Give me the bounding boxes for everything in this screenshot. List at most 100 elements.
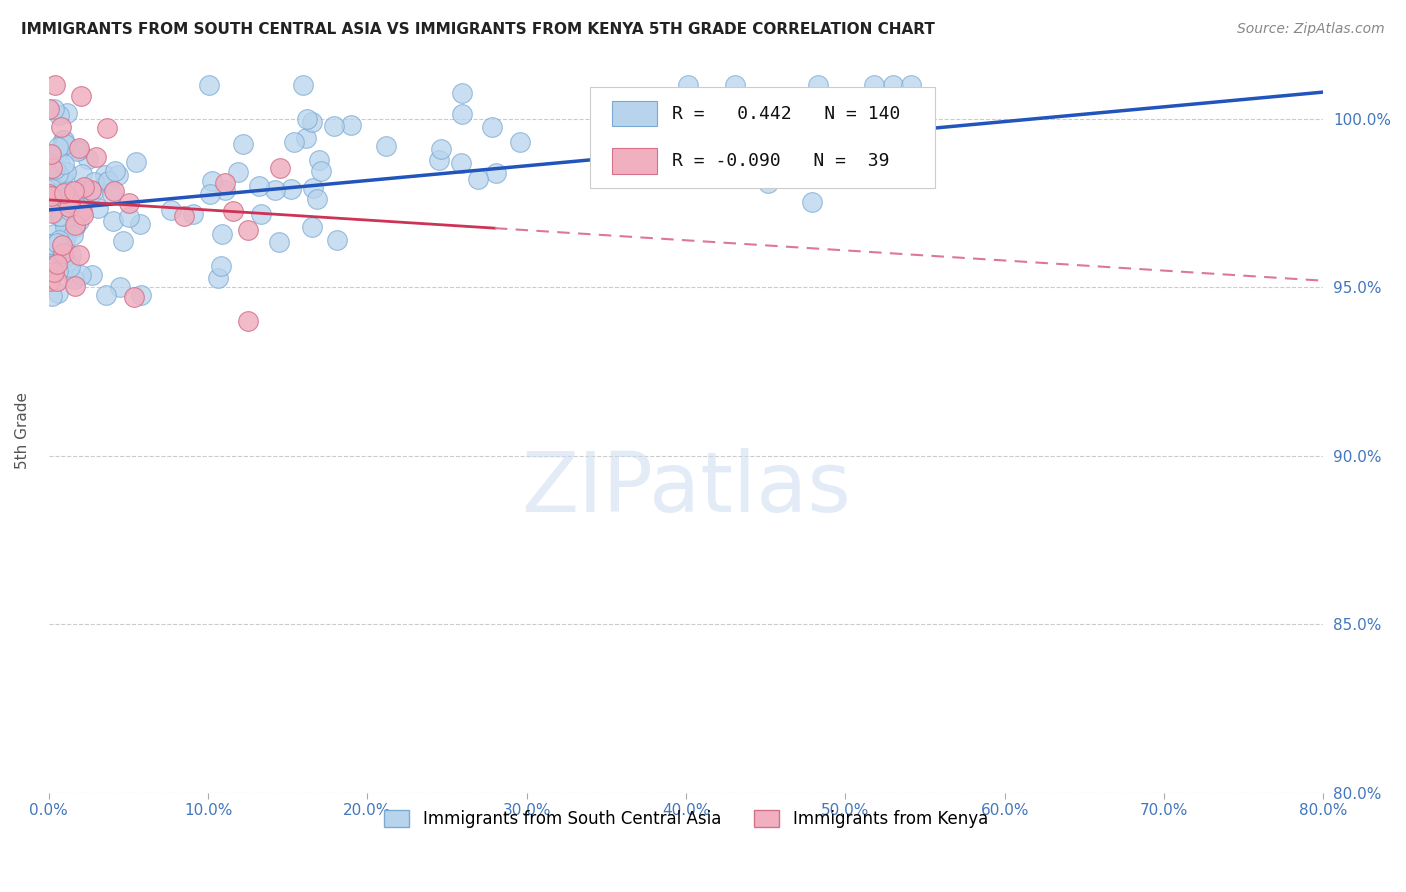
Point bbox=[51, 249, 73, 263]
Point bbox=[49, 170, 72, 185]
Point bbox=[45, 163, 67, 178]
Point bbox=[53, 136, 76, 151]
Point bbox=[214, 176, 236, 190]
Point bbox=[94, 168, 117, 182]
Point bbox=[375, 139, 398, 153]
Point bbox=[209, 260, 232, 274]
Point bbox=[41, 161, 63, 176]
Point bbox=[72, 179, 94, 194]
Point bbox=[46, 140, 69, 154]
Point bbox=[76, 152, 98, 166]
Point bbox=[793, 118, 815, 132]
Point bbox=[63, 219, 86, 233]
Point bbox=[41, 182, 63, 196]
Point bbox=[39, 237, 62, 252]
Point bbox=[53, 133, 76, 147]
Point bbox=[44, 161, 66, 176]
Point bbox=[52, 246, 75, 260]
Point bbox=[297, 112, 319, 127]
Point bbox=[41, 289, 63, 303]
Point bbox=[45, 274, 67, 288]
Point bbox=[55, 164, 77, 178]
Point bbox=[51, 242, 73, 256]
Bar bbox=[612, 101, 657, 127]
Point bbox=[101, 214, 124, 228]
Point bbox=[38, 102, 60, 116]
Point bbox=[129, 218, 152, 232]
Point bbox=[69, 214, 91, 228]
Point bbox=[44, 191, 66, 205]
Point bbox=[44, 259, 66, 273]
Point bbox=[450, 106, 472, 120]
Point bbox=[49, 156, 72, 170]
Point bbox=[51, 170, 73, 185]
Point bbox=[247, 179, 270, 194]
Point bbox=[82, 268, 104, 283]
Point bbox=[430, 142, 453, 156]
Point bbox=[44, 78, 66, 93]
Point bbox=[676, 78, 699, 93]
Point bbox=[118, 195, 141, 210]
Point bbox=[70, 167, 93, 181]
Point bbox=[67, 141, 90, 155]
Point bbox=[301, 115, 323, 129]
Point bbox=[65, 199, 87, 213]
Point bbox=[236, 313, 259, 327]
Point bbox=[51, 138, 73, 153]
Text: ZIPatlas: ZIPatlas bbox=[522, 448, 851, 529]
Point bbox=[39, 147, 62, 161]
Point bbox=[727, 118, 749, 132]
Point bbox=[80, 183, 103, 197]
Point bbox=[87, 201, 110, 215]
Point bbox=[131, 288, 153, 302]
Point bbox=[112, 235, 135, 249]
Point bbox=[46, 167, 69, 181]
Point bbox=[69, 89, 91, 103]
Point bbox=[72, 208, 94, 222]
Point bbox=[602, 130, 624, 145]
Point bbox=[63, 185, 86, 199]
Point bbox=[52, 157, 75, 171]
Point bbox=[845, 153, 868, 167]
Point bbox=[214, 182, 236, 196]
Point bbox=[308, 153, 330, 167]
Point bbox=[70, 205, 93, 219]
Point bbox=[834, 121, 856, 136]
Point bbox=[291, 78, 314, 93]
Point bbox=[53, 235, 76, 250]
Point bbox=[52, 186, 75, 201]
Point bbox=[48, 108, 70, 122]
Point bbox=[509, 136, 531, 150]
Point bbox=[42, 102, 65, 116]
Point bbox=[198, 78, 221, 93]
Point bbox=[53, 220, 76, 235]
Point bbox=[207, 271, 229, 285]
Point bbox=[65, 196, 87, 211]
Point bbox=[451, 86, 474, 100]
Point bbox=[46, 285, 69, 300]
Point bbox=[96, 175, 118, 189]
Point bbox=[450, 155, 472, 169]
Point bbox=[51, 120, 73, 135]
Text: Source: ZipAtlas.com: Source: ZipAtlas.com bbox=[1237, 22, 1385, 37]
Point bbox=[211, 227, 233, 241]
Point bbox=[96, 173, 118, 187]
Point bbox=[58, 203, 80, 218]
Point bbox=[200, 187, 222, 202]
Point bbox=[236, 222, 259, 236]
Point bbox=[82, 185, 104, 199]
Point bbox=[56, 105, 79, 120]
Point bbox=[59, 248, 82, 262]
Point bbox=[46, 264, 69, 278]
Point bbox=[758, 176, 780, 190]
Point bbox=[56, 261, 79, 276]
Point bbox=[264, 183, 287, 197]
Point bbox=[48, 209, 70, 223]
Text: R =   0.442   N = 140: R = 0.442 N = 140 bbox=[672, 104, 900, 123]
Point bbox=[70, 268, 93, 282]
Point bbox=[305, 192, 328, 206]
Point bbox=[269, 161, 291, 176]
Point bbox=[41, 206, 63, 220]
Point bbox=[41, 177, 63, 191]
Point bbox=[44, 227, 66, 241]
